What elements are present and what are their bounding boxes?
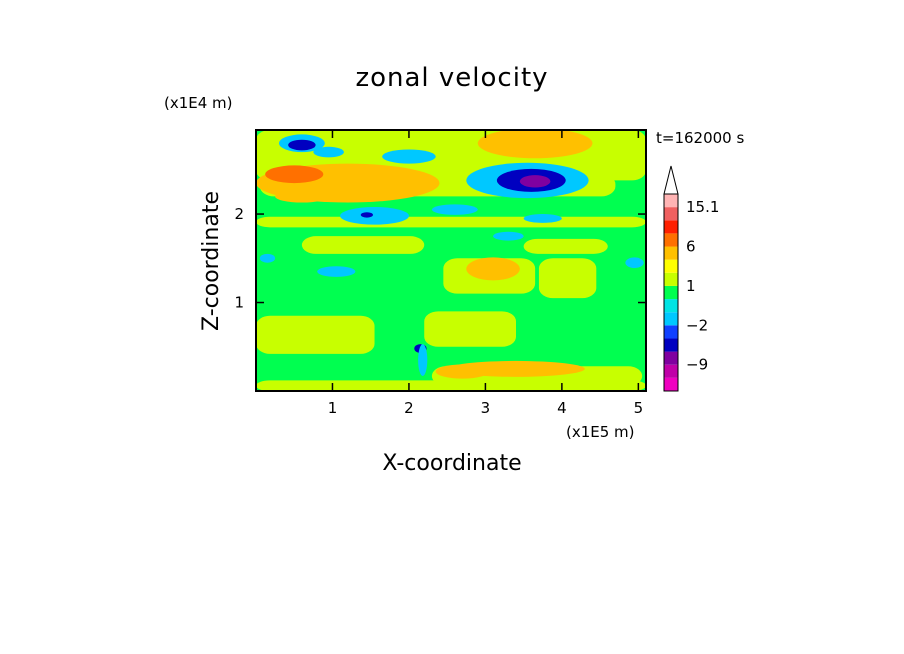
contour-band-9 bbox=[301, 236, 425, 254]
colorbar-segment-0 bbox=[664, 377, 678, 391]
x-tick-label-3: 3 bbox=[481, 399, 491, 417]
contour-blob-22 bbox=[288, 139, 316, 151]
colorbar-segment-2 bbox=[664, 351, 678, 365]
colorbar: 15.1 6 1 −2 −9 bbox=[663, 165, 719, 392]
y-axis-label: Z-coordinate bbox=[199, 191, 224, 331]
colorbar-segment-10 bbox=[664, 246, 678, 260]
contour-band-10 bbox=[523, 238, 608, 254]
contour-band-4 bbox=[424, 311, 516, 347]
colorbar-segment-9 bbox=[664, 259, 678, 273]
colorbar-label-3: −2 bbox=[686, 316, 708, 334]
colorbar-segment-12 bbox=[664, 220, 678, 234]
x-axis-label: X-coordinate bbox=[382, 451, 521, 476]
contour-blob-30 bbox=[317, 266, 356, 277]
x-tick-label-5: 5 bbox=[634, 399, 644, 417]
colorbar-label-2: 1 bbox=[686, 277, 696, 295]
contour-blob-24 bbox=[360, 212, 373, 218]
colorbar-segment-13 bbox=[664, 207, 678, 221]
colorbar-label-4: −9 bbox=[686, 356, 708, 374]
contour-blob-31 bbox=[259, 253, 276, 263]
plot-area: 1 2 3 4 5 1 2 bbox=[234, 129, 647, 417]
colorbar-segment-7 bbox=[664, 285, 678, 300]
contour-blob-25 bbox=[382, 149, 436, 164]
contour-blob-15 bbox=[466, 257, 520, 281]
contour-blob-13 bbox=[477, 130, 593, 159]
plot-frame bbox=[255, 129, 647, 392]
chart-title: zonal velocity bbox=[355, 63, 548, 93]
x-tick-label-2: 2 bbox=[404, 399, 414, 417]
colorbar-segment-4 bbox=[664, 325, 678, 339]
time-label: t=162000 s bbox=[656, 129, 744, 147]
contour-blob-12 bbox=[265, 165, 324, 184]
contour-blob-32 bbox=[625, 257, 644, 269]
contour-blob-23 bbox=[340, 206, 409, 225]
contour-blob-14 bbox=[275, 190, 329, 203]
colorbar-segment-11 bbox=[664, 233, 678, 247]
contour-blob-34 bbox=[418, 344, 428, 376]
contour-blob-26 bbox=[313, 146, 344, 158]
y-tick-label-1: 1 bbox=[234, 294, 244, 312]
colorbar-segment-3 bbox=[664, 338, 678, 352]
contour-blob-27 bbox=[431, 204, 478, 215]
colorbar-segment-1 bbox=[664, 364, 678, 378]
colorbar-segment-6 bbox=[664, 299, 678, 313]
contour-band-1 bbox=[256, 216, 646, 228]
colorbar-segment-14 bbox=[664, 194, 678, 208]
x-unit-label: (x1E5 m) bbox=[566, 423, 635, 441]
colorbar-segment-5 bbox=[664, 312, 678, 326]
contour-band-7 bbox=[538, 258, 597, 299]
contour-blob-29 bbox=[493, 231, 524, 241]
colorbar-extend-arrow bbox=[663, 165, 679, 195]
colorbar-label-0: 15.1 bbox=[686, 198, 719, 216]
contour-blob-28 bbox=[523, 214, 562, 223]
colorbar-frame bbox=[663, 193, 679, 392]
x-tick-label-4: 4 bbox=[557, 399, 567, 417]
x-tick-label-1: 1 bbox=[328, 399, 338, 417]
colorbar-label-1: 6 bbox=[686, 238, 696, 256]
contour-blob-17 bbox=[435, 364, 490, 379]
contour-blob-20 bbox=[519, 175, 551, 188]
y-unit-label: (x1E4 m) bbox=[164, 94, 233, 112]
colorbar-segment-8 bbox=[664, 272, 678, 286]
contour-band-3 bbox=[256, 315, 375, 354]
y-tick-label-2: 2 bbox=[234, 205, 244, 223]
